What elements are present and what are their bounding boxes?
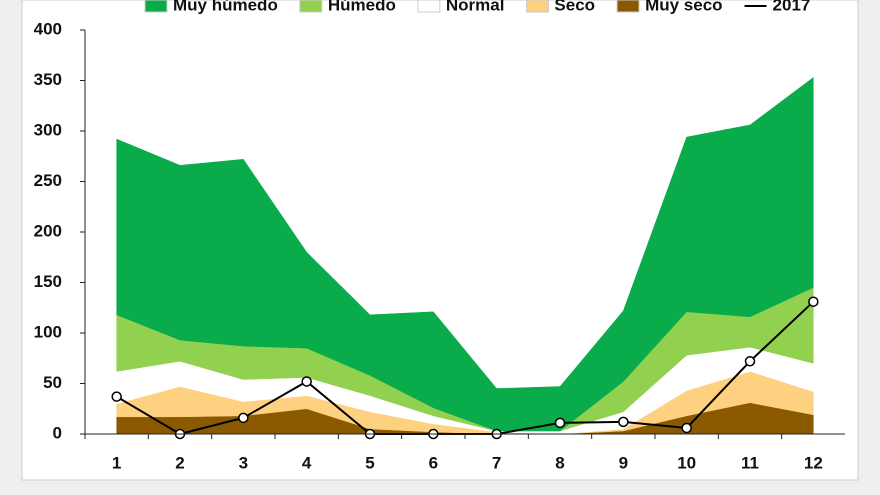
line-point <box>808 296 819 307</box>
line-point <box>554 417 566 429</box>
x-tick-label: 5 <box>365 453 374 472</box>
legend-swatch <box>616 0 640 13</box>
x-tick-label: 12 <box>804 453 823 472</box>
legend-label: 2017 <box>773 0 811 14</box>
legend: Muy húmedo Húmedo Normal Seco Muy seco 2017 <box>144 0 811 14</box>
x-tick-label: 4 <box>302 453 312 472</box>
legend-label: Muy seco <box>645 0 722 14</box>
legend-label: Seco <box>554 0 595 14</box>
area <box>116 76 814 432</box>
y-tick-label: 50 <box>43 373 62 392</box>
x-tick-label: 3 <box>239 453 248 472</box>
x-tick-label: 2 <box>175 453 184 472</box>
legend-label: Normal <box>446 0 505 14</box>
x-tick-label: 10 <box>677 453 696 472</box>
line-point <box>618 416 629 428</box>
legend-swatch <box>525 0 549 13</box>
x-tick-label: 11 <box>741 453 759 472</box>
y-tick-label: 400 <box>34 19 62 38</box>
x-tick-label: 1 <box>112 453 121 472</box>
legend-swatch <box>144 0 168 13</box>
legend-label: Húmedo <box>328 0 396 14</box>
y-tick-label: 300 <box>34 120 62 139</box>
line-point <box>681 422 692 434</box>
y-tick-label: 100 <box>34 322 62 341</box>
line-point <box>238 412 249 424</box>
y-tick-label: 0 <box>53 423 62 442</box>
y-tick-label: 350 <box>34 70 62 89</box>
y-tick-label: 200 <box>34 221 62 240</box>
y-tick-label: 250 <box>34 171 62 190</box>
x-tick-label: 9 <box>619 453 628 472</box>
y-tick-label: 150 <box>34 272 62 291</box>
line-point <box>301 376 312 387</box>
legend-swatch <box>299 0 323 13</box>
line-point <box>111 391 122 402</box>
line-point <box>744 356 756 367</box>
x-tick-label: 8 <box>555 453 564 472</box>
x-tick-label: 7 <box>492 453 501 472</box>
legend-label: Muy húmedo <box>173 0 278 14</box>
x-tick-label: 6 <box>429 453 438 472</box>
legend-swatch <box>417 0 441 13</box>
